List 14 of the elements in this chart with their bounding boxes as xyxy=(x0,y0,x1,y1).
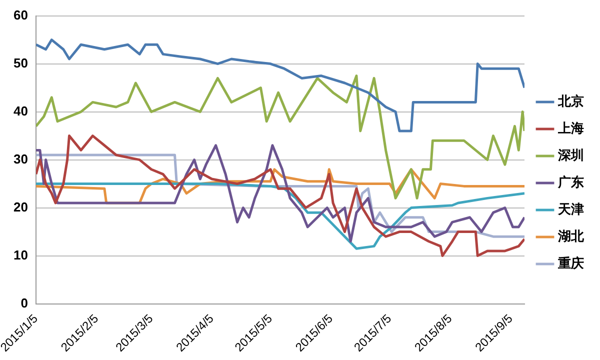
y-tick-label: 30 xyxy=(14,151,28,166)
y-tick-label: 60 xyxy=(14,7,28,22)
y-tick-label: 20 xyxy=(14,199,28,214)
legend-label: 重庆 xyxy=(557,255,584,272)
y-tick-label: 10 xyxy=(14,247,28,262)
legend-label: 湖北 xyxy=(557,229,585,244)
legend-label: 广东 xyxy=(557,174,584,190)
legend-label: 深圳 xyxy=(557,148,584,164)
legend-label: 上海 xyxy=(557,121,584,136)
legend-label: 天津 xyxy=(557,202,584,218)
y-tick-label: 0 xyxy=(20,295,28,310)
legend-label: 北京 xyxy=(557,93,584,110)
y-tick-label: 40 xyxy=(14,103,28,118)
y-tick-label: 50 xyxy=(14,55,28,70)
